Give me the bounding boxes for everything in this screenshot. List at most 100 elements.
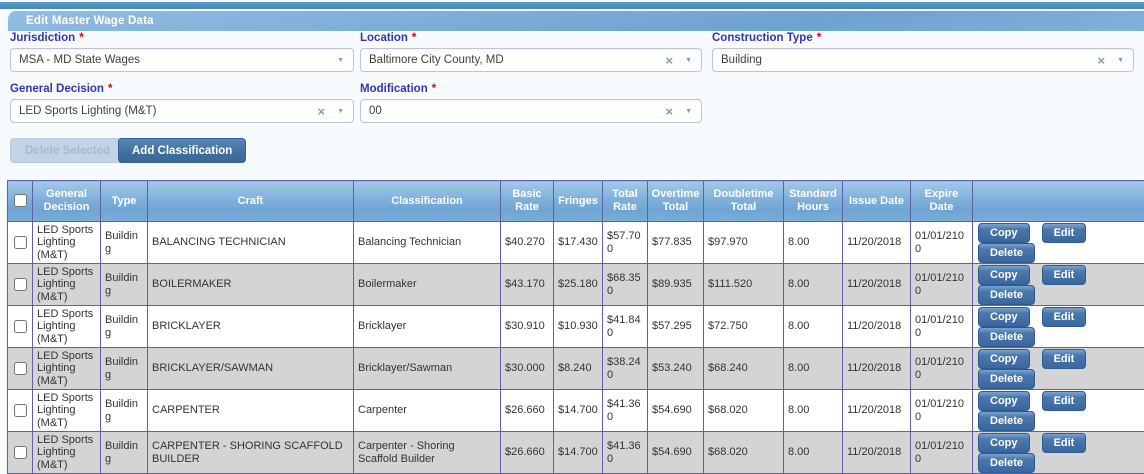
clear-icon[interactable] (311, 105, 331, 118)
copy-button[interactable]: Copy (978, 265, 1030, 285)
cell-general-decision: LED Sports Lighting (M&T) (33, 306, 101, 348)
edit-button[interactable]: Edit (1042, 223, 1087, 243)
page-title: Edit Master Wage Data (8, 15, 154, 27)
cell-total-rate: $57.700 (603, 222, 648, 264)
cell-basic-rate: $30.910 (501, 306, 554, 348)
panel-header: Edit Master Wage Data (8, 11, 1144, 31)
header-actions (973, 181, 1144, 222)
cell-basic-rate: $43.170 (501, 264, 554, 306)
delete-button[interactable]: Delete (978, 327, 1035, 347)
copy-button[interactable]: Copy (978, 307, 1030, 327)
copy-button[interactable]: Copy (978, 391, 1030, 411)
cell-standard-hours: 8.00 (784, 390, 843, 432)
cell-classification: Bricklayer (354, 306, 501, 348)
cell-overtime-total: $54.690 (648, 432, 704, 474)
table-row: LED Sports Lighting (M&T) Building BALAN… (8, 222, 1144, 264)
header-basic-rate: Basic Rate (501, 181, 554, 222)
cell-general-decision: LED Sports Lighting (M&T) (33, 222, 101, 264)
delete-button[interactable]: Delete (978, 453, 1035, 473)
cell-issue-date: 11/20/2018 (843, 264, 911, 306)
cell-overtime-total: $53.240 (648, 348, 704, 390)
cell-standard-hours: 8.00 (784, 348, 843, 390)
cell-type: Building (101, 432, 148, 474)
edit-button[interactable]: Edit (1042, 349, 1087, 369)
row-checkbox[interactable] (14, 320, 27, 333)
row-checkbox[interactable] (14, 278, 27, 291)
location-select[interactable]: Baltimore City County, MD (360, 48, 702, 72)
general-decision-select[interactable]: LED Sports Lighting (M&T) (10, 99, 354, 123)
cell-classification: Carpenter (354, 390, 501, 432)
cell-standard-hours: 8.00 (784, 264, 843, 306)
header-overtime-total: Overtime Total (648, 181, 704, 222)
modification-value: 00 (361, 105, 659, 117)
chevron-down-icon[interactable] (679, 108, 701, 115)
header-craft: Craft (148, 181, 354, 222)
cell-actions: Copy Edit Delete (973, 432, 1144, 474)
edit-button[interactable]: Edit (1042, 307, 1087, 327)
cell-general-decision: LED Sports Lighting (M&T) (33, 348, 101, 390)
cell-issue-date: 11/20/2018 (843, 222, 911, 264)
cell-actions: Copy Edit Delete (973, 348, 1144, 390)
row-checkbox[interactable] (14, 236, 27, 249)
jurisdiction-select[interactable]: MSA - MD State Wages (10, 48, 354, 72)
cell-classification: Bricklayer/Sawman (354, 348, 501, 390)
delete-button[interactable]: Delete (978, 411, 1035, 431)
header-issue-date: Issue Date (843, 181, 911, 222)
cell-basic-rate: $40.270 (501, 222, 554, 264)
copy-button[interactable]: Copy (978, 349, 1030, 369)
general-decision-label: General Decision* (10, 83, 112, 95)
required-asterisk: * (432, 83, 436, 95)
clear-icon[interactable] (1091, 54, 1111, 67)
construction-type-select[interactable]: Building (712, 48, 1134, 72)
header-doubletime-total: Doubletime Total (704, 181, 784, 222)
table-header-row: General Decision Type Craft Classificati… (8, 181, 1144, 222)
chevron-down-icon[interactable] (1111, 57, 1133, 64)
row-checkbox[interactable] (14, 404, 27, 417)
clear-icon[interactable] (659, 54, 679, 67)
edit-button[interactable]: Edit (1042, 265, 1087, 285)
delete-button[interactable]: Delete (978, 243, 1035, 263)
cell-basic-rate: $30.000 (501, 348, 554, 390)
cell-craft: CARPENTER - SHORING SCAFFOLD BUILDER (148, 432, 354, 474)
cell-expire-date: 01/01/2100 (911, 306, 973, 348)
select-all-checkbox[interactable] (14, 194, 27, 207)
table-row: LED Sports Lighting (M&T) Building BOILE… (8, 264, 1144, 306)
row-checkbox[interactable] (14, 362, 27, 375)
delete-selected-button[interactable]: Delete Selected (10, 138, 125, 163)
edit-button[interactable]: Edit (1042, 391, 1087, 411)
cell-type: Building (101, 222, 148, 264)
add-classification-button[interactable]: Add Classification (118, 138, 246, 163)
edit-button[interactable]: Edit (1042, 433, 1087, 453)
cell-expire-date: 01/01/2100 (911, 432, 973, 474)
cell-total-rate: $38.240 (603, 348, 648, 390)
cell-fringes: $14.700 (554, 390, 603, 432)
cell-classification: Balancing Technician (354, 222, 501, 264)
delete-button[interactable]: Delete (978, 369, 1035, 389)
delete-button[interactable]: Delete (978, 285, 1035, 305)
cell-type: Building (101, 348, 148, 390)
chevron-down-icon[interactable] (331, 108, 353, 115)
cell-issue-date: 11/20/2018 (843, 390, 911, 432)
cell-total-rate: $41.360 (603, 390, 648, 432)
location-label: Location* (360, 32, 416, 44)
cell-issue-date: 11/20/2018 (843, 348, 911, 390)
row-checkbox[interactable] (14, 446, 27, 459)
cell-type: Building (101, 390, 148, 432)
cell-doubletime-total: $68.020 (704, 432, 784, 474)
chevron-down-icon[interactable] (679, 57, 701, 64)
construction-type-value: Building (713, 54, 1091, 66)
table-row: LED Sports Lighting (M&T) Building BRICK… (8, 306, 1144, 348)
wage-table-body: LED Sports Lighting (M&T) Building BALAN… (8, 222, 1144, 474)
copy-button[interactable]: Copy (978, 223, 1030, 243)
chevron-down-icon[interactable] (331, 57, 353, 64)
copy-button[interactable]: Copy (978, 433, 1030, 453)
cell-expire-date: 01/01/2100 (911, 222, 973, 264)
clear-icon[interactable] (659, 105, 679, 118)
general-decision-value: LED Sports Lighting (M&T) (11, 105, 311, 117)
modification-select[interactable]: 00 (360, 99, 702, 123)
cell-fringes: $8.240 (554, 348, 603, 390)
location-value: Baltimore City County, MD (361, 54, 659, 66)
cell-craft: BALANCING TECHNICIAN (148, 222, 354, 264)
cell-type: Building (101, 264, 148, 306)
table-row: LED Sports Lighting (M&T) Building CARPE… (8, 432, 1144, 474)
